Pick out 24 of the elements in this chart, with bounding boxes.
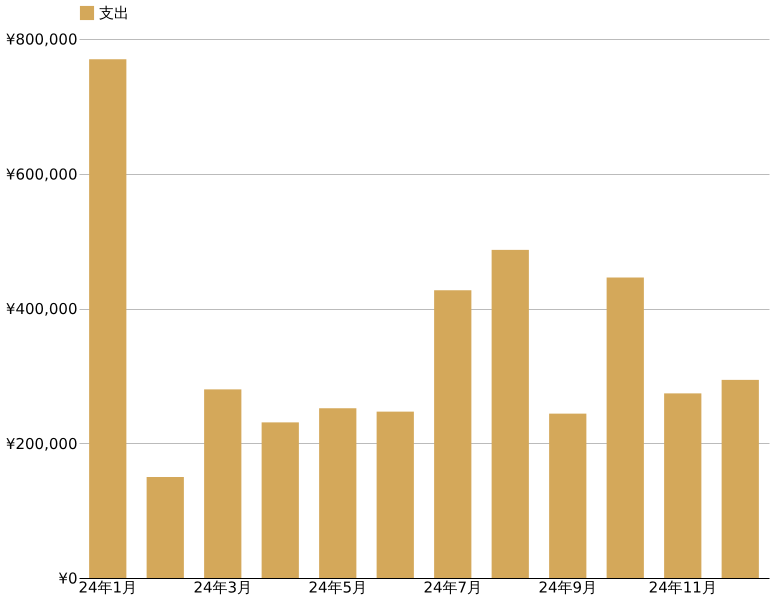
bar <box>664 393 702 578</box>
bar <box>204 389 242 578</box>
y-tick-label: ¥0 <box>58 570 78 588</box>
bar <box>89 59 126 578</box>
bar <box>376 412 414 578</box>
bar <box>549 414 586 578</box>
x-tick-label: 24年5月 <box>308 578 368 596</box>
bar <box>146 476 184 578</box>
x-tick-label: 24年9月 <box>538 578 598 596</box>
bar <box>606 278 644 578</box>
bar <box>262 422 299 578</box>
bar <box>319 408 356 578</box>
legend-label: 支出 <box>99 4 129 22</box>
x-tick-label: 24年7月 <box>423 578 482 596</box>
x-tick-label: 24年3月 <box>193 578 252 596</box>
x-tick-label: 24年1月 <box>78 578 138 596</box>
y-tick-label: ¥400,000 <box>6 300 78 318</box>
bar <box>434 290 472 578</box>
x-tick-label: 24年11月 <box>648 578 717 596</box>
y-tick-label: ¥200,000 <box>6 434 78 453</box>
y-tick-label: ¥600,000 <box>6 165 78 184</box>
y-tick-label: ¥800,000 <box>6 30 78 48</box>
bar <box>492 250 529 578</box>
bar <box>722 380 759 578</box>
